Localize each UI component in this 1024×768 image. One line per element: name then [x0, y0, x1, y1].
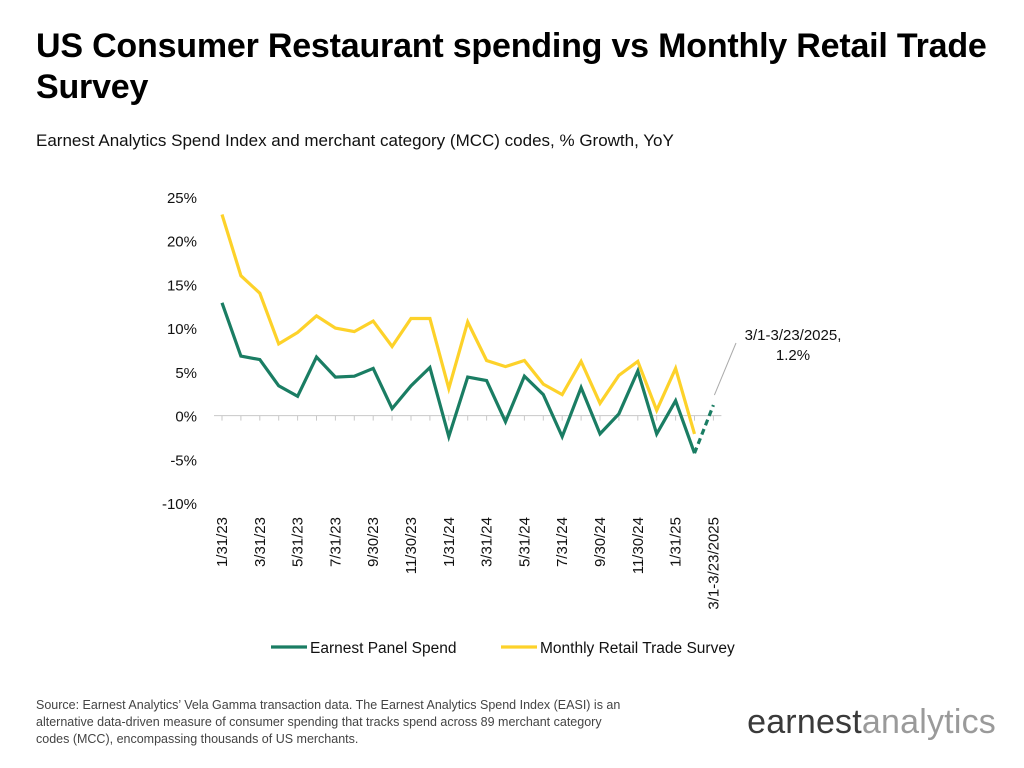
x-tick-label: 5/31/23 — [290, 517, 307, 567]
legend-label-monthly-retail-trade-survey: Monthly Retail Trade Survey — [540, 640, 735, 657]
y-tick-label: 25% — [167, 190, 197, 207]
y-axis: -10% -5% 0% 5% 10% 15% 20% 25% — [162, 190, 197, 513]
x-tick-label: 7/31/23 — [327, 517, 344, 567]
x-tick-label: 1/31/24 — [441, 517, 458, 567]
x-tick-label: 9/30/23 — [365, 517, 382, 567]
y-tick-label: 0% — [175, 409, 197, 426]
earnest-analytics-logo: earnestanalytics — [747, 703, 996, 742]
x-tick-label: 11/30/23 — [403, 517, 420, 574]
legend-label-earnest-panel-spend: Earnest Panel Spend — [310, 640, 457, 657]
x-tick-label: 3/31/24 — [479, 517, 496, 567]
series-line-monthly-retail-trade-survey — [220, 214, 697, 435]
y-tick-label: 20% — [167, 234, 197, 251]
x-tick-label: 3/1-3/23/2025 — [705, 517, 722, 610]
series-line-earnest-panel-spend — [220, 302, 697, 454]
x-tick-label: 1/31/25 — [668, 517, 685, 567]
x-axis: 1/31/23 3/31/23 5/31/23 7/31/23 9/30/23 11/30… — [214, 415, 722, 610]
y-tick-label: -10% — [162, 496, 197, 513]
y-tick-label: -5% — [170, 452, 197, 469]
y-tick-label: 5% — [175, 365, 197, 382]
series-layer — [220, 214, 715, 454]
x-tick-label: 11/30/24 — [630, 517, 647, 574]
x-tick-label: 3/31/23 — [252, 517, 269, 567]
line-chart: -10% -5% 0% 5% 10% 15% 20% 25% 1/31/23 3/31/23 5/… — [162, 190, 842, 657]
y-tick-label: 15% — [167, 277, 197, 294]
legend: Earnest Panel Spend Monthly Retail Trade … — [271, 640, 735, 657]
x-tick-label: 9/30/24 — [592, 517, 609, 567]
annotation-label-line2: 1.2% — [776, 347, 810, 364]
annotation-leader-line — [713, 342, 737, 396]
x-tick-label: 5/31/24 — [516, 517, 533, 567]
logo-word-earnest: earnest — [747, 703, 862, 741]
chart-subtitle: Earnest Analytics Spend Index and mercha… — [36, 131, 674, 150]
annotation: 3/1-3/23/2025, 1.2% — [713, 327, 842, 396]
x-tick-label: 1/31/23 — [214, 517, 231, 567]
source-note: Source: Earnest Analytics’ Vela Gamma tr… — [36, 698, 621, 746]
logo-word-analytics: analytics — [861, 703, 996, 741]
annotation-label-line1: 3/1-3/23/2025, — [745, 327, 842, 344]
x-tick-label: 7/31/24 — [554, 517, 571, 567]
series-line-dashed-earnest-panel-spend — [693, 404, 715, 454]
y-tick-label: 10% — [167, 321, 197, 338]
chart-title: US Consumer Restaurant spending vs Month… — [36, 27, 987, 106]
